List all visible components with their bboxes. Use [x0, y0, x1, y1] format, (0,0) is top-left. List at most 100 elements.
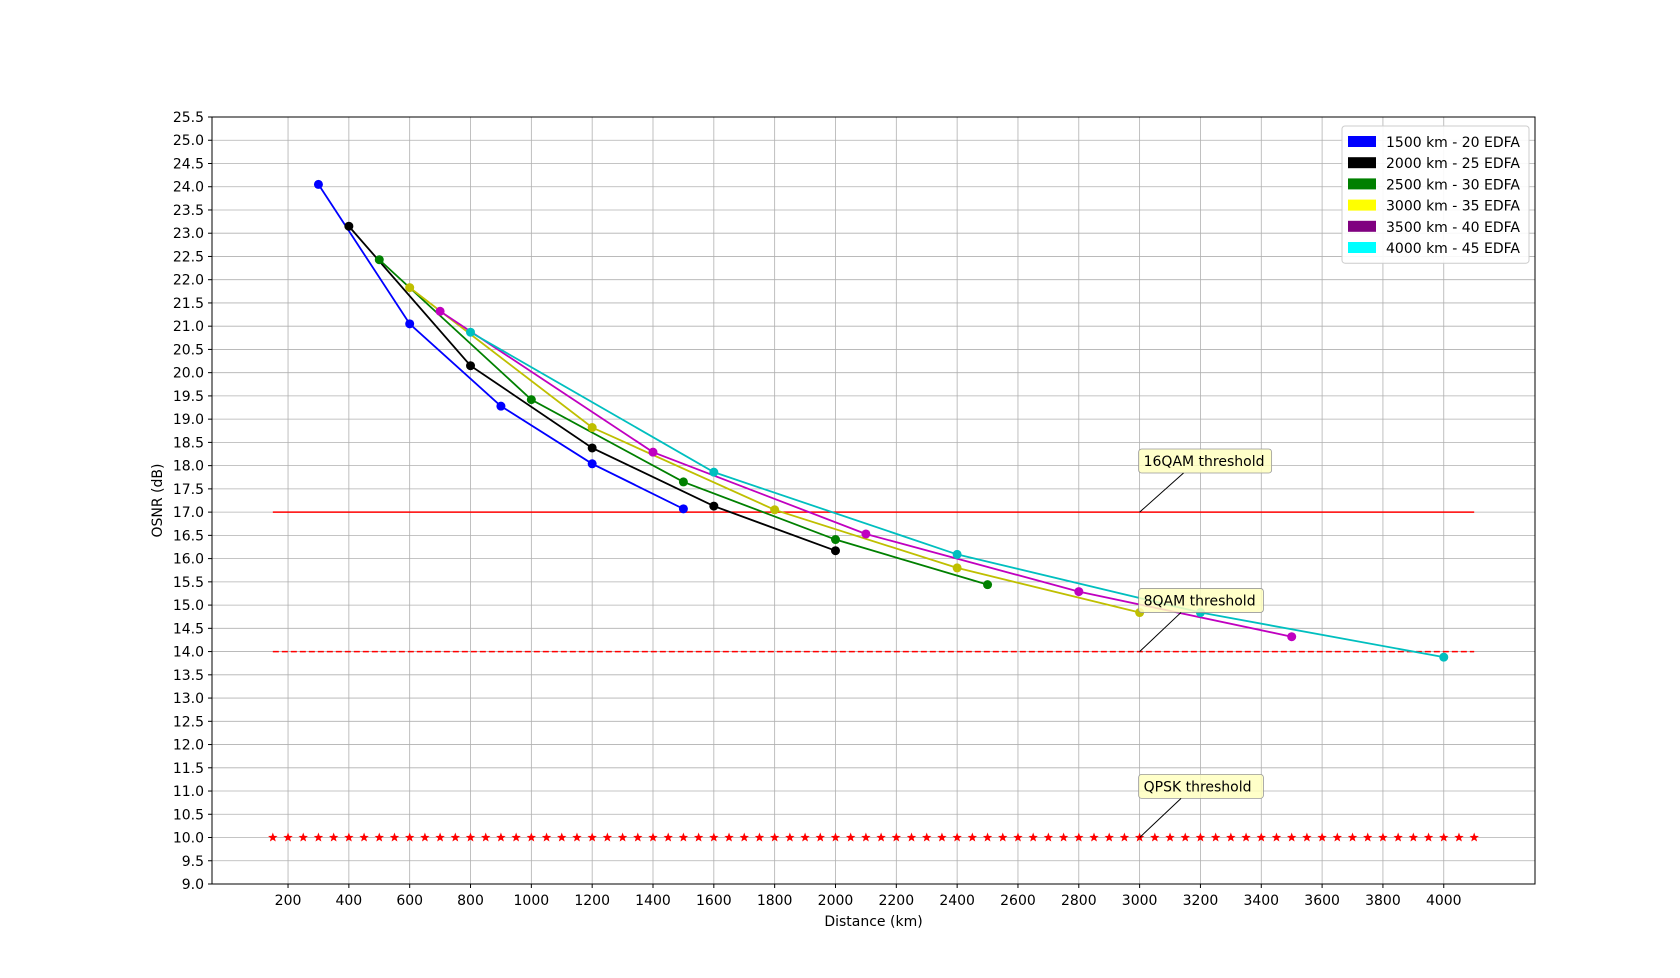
y-tick-label: 22.0: [173, 273, 204, 289]
qpsk-threshold-star: [1226, 832, 1236, 842]
y-tick-label: 16.0: [173, 552, 204, 568]
series-point: [983, 580, 993, 590]
qpsk-threshold-star: [861, 832, 871, 842]
qpsk-threshold-star: [1241, 832, 1251, 842]
qpsk-threshold-star: [359, 832, 369, 842]
qpsk-threshold-star: [1195, 832, 1206, 842]
qpsk-threshold-star: [724, 832, 734, 842]
x-tick-label: 3000: [1122, 893, 1158, 909]
series-point: [344, 221, 354, 231]
y-tick-label: 12.5: [173, 714, 204, 730]
plot-frame: [211, 116, 1536, 885]
qpsk-threshold-star: [678, 832, 689, 842]
legend-entry: 3500 km - 40 EDFA: [1386, 220, 1520, 236]
y-tick-label: 19.5: [173, 389, 204, 405]
qpsk-threshold-star: [739, 832, 749, 842]
x-tick-label: 1000: [514, 893, 550, 909]
threshold-annotation-box: [1138, 588, 1264, 613]
qpsk-threshold-star: [1074, 832, 1084, 842]
qpsk-threshold-star: [815, 832, 826, 842]
qpsk-threshold-star: [420, 832, 430, 842]
qpsk-threshold-star: [1028, 832, 1038, 842]
axis-ticks: 9.0 9.5 10.0 10.5 11.0 11.5 12.0 12.5 13.0 13.5 14…: [173, 110, 1462, 909]
threshold-annotation-arrow: [1139, 798, 1182, 838]
y-tick-label: 15.0: [173, 598, 204, 614]
y-tick-label: 17.0: [173, 505, 204, 521]
qpsk-threshold-star: [1013, 832, 1023, 842]
qpsk-threshold-star: [937, 832, 947, 842]
qpsk-threshold-star: [830, 832, 841, 842]
threshold-annotation-arrow: [1139, 472, 1184, 513]
x-tick-label: 200: [275, 893, 302, 909]
series-point: [1287, 632, 1297, 642]
x-tick-label: 1800: [757, 893, 793, 909]
x-tick-label: 1400: [635, 893, 671, 909]
series-point: [435, 306, 445, 316]
qpsk-threshold-star: [785, 832, 795, 842]
series-point: [405, 319, 415, 329]
qpsk-threshold-star: [754, 832, 765, 842]
qpsk-threshold-star: [435, 832, 445, 842]
y-tick-label: 25.5: [173, 110, 204, 126]
legend-box: [1341, 125, 1530, 264]
y-tick-label: 9.5: [182, 854, 204, 870]
qpsk-threshold-star: [648, 832, 658, 842]
series-1: [313, 179, 688, 514]
series-point: [952, 563, 962, 573]
qpsk-threshold-star: [1302, 832, 1312, 842]
series-point: [1439, 652, 1449, 662]
qpsk-threshold-star: [800, 832, 810, 842]
legend-entry: 2500 km - 30 EDFA: [1386, 177, 1520, 193]
qpsk-threshold-star: [1362, 832, 1373, 842]
qpsk-threshold-star: [511, 832, 521, 842]
legend-entry: 1500 km - 20 EDFA: [1386, 135, 1520, 151]
qpsk-threshold-star: [1469, 832, 1479, 842]
series-point: [770, 505, 780, 515]
qpsk-threshold-star: [480, 832, 491, 842]
qpsk-threshold-star: [891, 832, 902, 842]
y-tick-label: 23.5: [173, 203, 204, 219]
series-point: [678, 504, 688, 514]
series-point: [1074, 587, 1084, 597]
y-tick-label: 12.0: [173, 738, 204, 754]
series-3: [374, 255, 993, 590]
x-tick-label: 2000: [818, 893, 854, 909]
y-tick-label: 22.5: [173, 249, 204, 265]
y-tick-label: 21.0: [173, 319, 204, 335]
qpsk-threshold-star: [1089, 832, 1099, 842]
qpsk-threshold-star: [541, 832, 552, 842]
qpsk-threshold-star: [1180, 832, 1190, 842]
y-tick-label: 13.5: [173, 668, 204, 684]
y-tick-label: 9.0: [182, 877, 204, 893]
qpsk-threshold-star: [283, 832, 293, 842]
threshold-annotation-arrow: [1139, 612, 1182, 652]
threshold-annotation-label: 16QAM threshold: [1144, 454, 1265, 470]
legend-swatch: [1348, 242, 1376, 253]
y-tick-label: 10.0: [173, 831, 204, 847]
qpsk-threshold-star: [1286, 832, 1297, 842]
legend-entry: 2000 km - 25 EDFA: [1386, 156, 1520, 172]
series-point: [587, 443, 597, 453]
qpsk-threshold-star: [496, 832, 506, 842]
qpsk-threshold-star: [404, 832, 415, 842]
qpsk-threshold-star: [709, 832, 719, 842]
x-tick-label: 2200: [878, 893, 914, 909]
x-axis-label: Distance (km): [824, 914, 922, 930]
qpsk-threshold-star: [982, 832, 993, 842]
qpsk-threshold-star: [1119, 832, 1130, 842]
qpsk-threshold-star: [328, 832, 339, 842]
grid: [212, 116, 1535, 885]
y-tick-label: 21.5: [173, 296, 204, 312]
legend-swatch: [1348, 220, 1376, 232]
x-tick-label: 3400: [1243, 893, 1279, 909]
series-point: [861, 529, 871, 539]
x-tick-label: 400: [335, 893, 362, 909]
threshold-lines: [268, 511, 1479, 842]
qpsk-threshold-star: [298, 832, 308, 842]
qpsk-threshold-star: [1150, 832, 1160, 842]
qpsk-threshold-star: [906, 832, 917, 842]
qpsk-threshold-star: [1317, 832, 1327, 842]
y-axis-label: OSNR (dB): [150, 464, 166, 538]
qpsk-threshold-star: [1210, 832, 1221, 842]
